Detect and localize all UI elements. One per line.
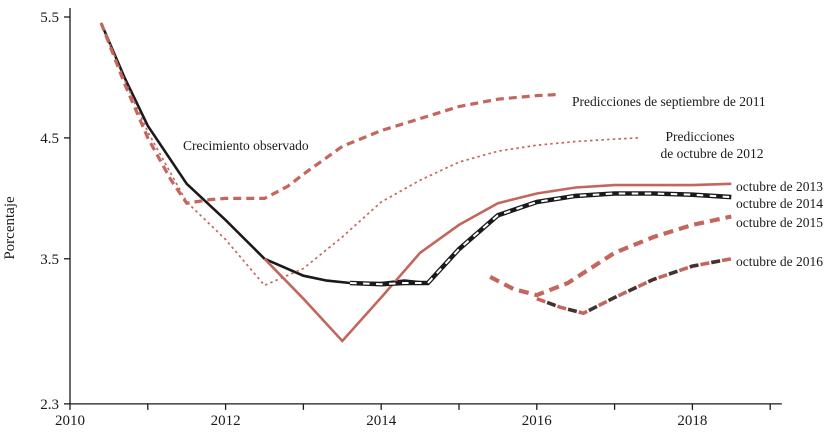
series-oct2012	[100, 22, 638, 287]
annotations-layer: Crecimiento observado Predicciones de se…	[183, 94, 823, 269]
series-oct2013	[263, 182, 732, 343]
series-observado	[99, 22, 429, 285]
y-tick-label: 3.5	[40, 252, 59, 268]
x-tick-label: 2016	[522, 413, 553, 429]
y-axis-title: Porcentaje	[2, 196, 18, 260]
label-predicciones-sep-2011: Predicciones de septiembre de 2011	[572, 94, 766, 109]
x-tick-label: 2010	[55, 413, 85, 429]
label-octubre-2014: octubre de 2014	[736, 196, 823, 211]
label-predicciones-oct-2012-line2: de octubre de 2012	[660, 146, 763, 161]
label-crecimiento-observado: Crecimiento observado	[183, 138, 309, 153]
x-tick-label: 2012	[211, 413, 241, 429]
label-octubre-2013: octubre de 2013	[736, 179, 823, 194]
label-predicciones-oct-2012-line1: Predicciones	[666, 129, 735, 144]
series-oct2014	[350, 192, 732, 286]
series-oct2015	[489, 214, 732, 298]
x-tick-label: 2018	[677, 413, 707, 429]
label-octubre-2016: octubre de 2016	[736, 254, 823, 269]
series-sep2011	[99, 22, 561, 205]
series-oct2016	[536, 257, 732, 316]
axes: 2010 2012 2014 2016 2018 2.3 3.5 4.5 5.5	[40, 8, 782, 429]
series-oct2016	[536, 257, 732, 316]
x-tick-label: 2014	[366, 413, 397, 429]
y-tick-label: 5.5	[40, 10, 59, 26]
y-tick-label: 2.3	[40, 397, 59, 413]
series-layer	[99, 22, 732, 343]
y-tick-label: 4.5	[40, 131, 59, 147]
label-octubre-2015: octubre de 2015	[736, 215, 823, 230]
